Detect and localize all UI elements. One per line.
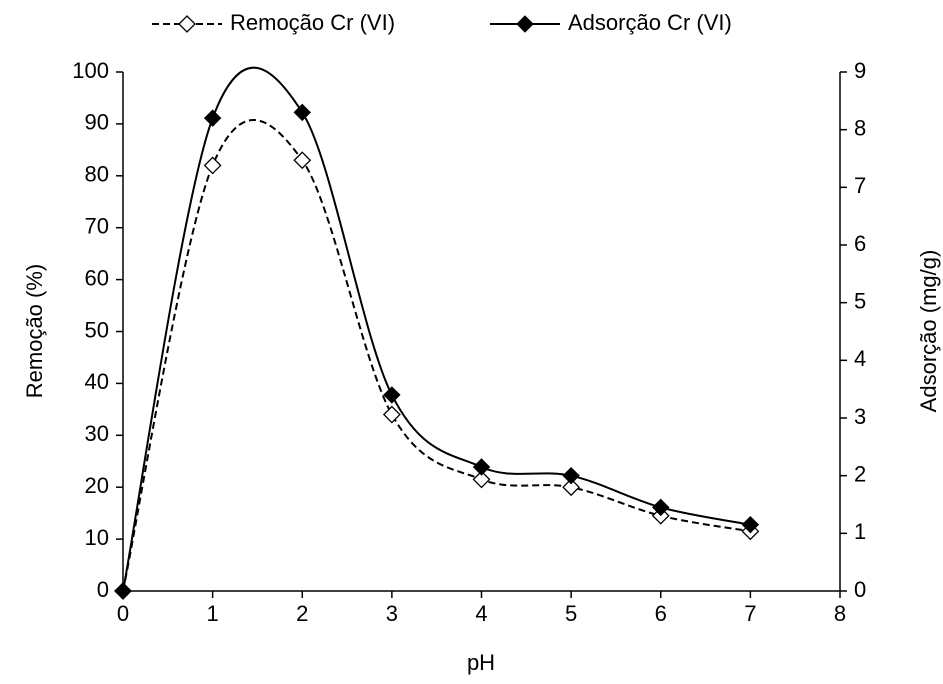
y-tick-label: 10	[85, 525, 109, 550]
y2-tick-label: 4	[854, 346, 866, 371]
series-line	[122, 119, 751, 592]
x-tick-label: 3	[386, 601, 398, 626]
y2-tick-label: 1	[854, 519, 866, 544]
y2-tick-label: 6	[854, 231, 866, 256]
y2-tick-label: 9	[854, 58, 866, 83]
y-tick-label: 40	[85, 369, 109, 394]
y-tick-label: 50	[85, 317, 109, 342]
y-tick-label: 100	[72, 58, 109, 83]
series-line	[122, 66, 751, 592]
y2-tick-label: 5	[854, 288, 866, 313]
x-tick-label: 6	[655, 601, 667, 626]
y2-tick-label: 7	[854, 173, 866, 198]
x-tick-label: 1	[207, 601, 219, 626]
y2-tick-label: 2	[854, 461, 866, 486]
data-point	[562, 466, 580, 485]
data-point	[293, 151, 312, 170]
x-axis-label: pH	[467, 650, 495, 675]
y-tick-label: 30	[85, 421, 109, 446]
data-point	[652, 498, 670, 517]
x-tick-label: 2	[296, 601, 308, 626]
legend-marker	[178, 15, 196, 33]
x-tick-label: 7	[744, 601, 756, 626]
y-tick-label: 70	[85, 214, 109, 239]
x-tick-label: 4	[475, 601, 487, 626]
legend-marker	[516, 15, 534, 33]
data-point	[472, 470, 491, 489]
data-point	[293, 103, 311, 122]
legend-label: Remoção Cr (VI)	[230, 10, 395, 35]
y2-tick-label: 8	[854, 115, 866, 140]
y-tick-label: 90	[85, 110, 109, 135]
x-tick-label: 0	[117, 601, 129, 626]
data-point	[203, 156, 222, 175]
y-tick-label: 80	[85, 162, 109, 187]
data-point	[382, 405, 401, 424]
data-point	[472, 458, 491, 476]
y-tick-label: 0	[97, 577, 109, 602]
legend-label: Adsorção Cr (VI)	[568, 10, 732, 35]
data-point	[114, 582, 132, 600]
y-tick-label: 60	[85, 265, 109, 290]
y2-tick-label: 3	[854, 404, 866, 429]
x-tick-label: 5	[565, 601, 577, 626]
data-point	[741, 515, 760, 534]
y-axis-label: Remoção (%)	[22, 264, 47, 398]
y2-tick-label: 0	[854, 577, 866, 602]
data-point	[562, 478, 581, 497]
data-point	[203, 109, 222, 127]
x-tick-label: 8	[834, 601, 846, 626]
data-point	[383, 386, 401, 404]
y-tick-label: 20	[85, 473, 109, 498]
y2-axis-label: Adsorção (mg/g)	[916, 250, 941, 413]
